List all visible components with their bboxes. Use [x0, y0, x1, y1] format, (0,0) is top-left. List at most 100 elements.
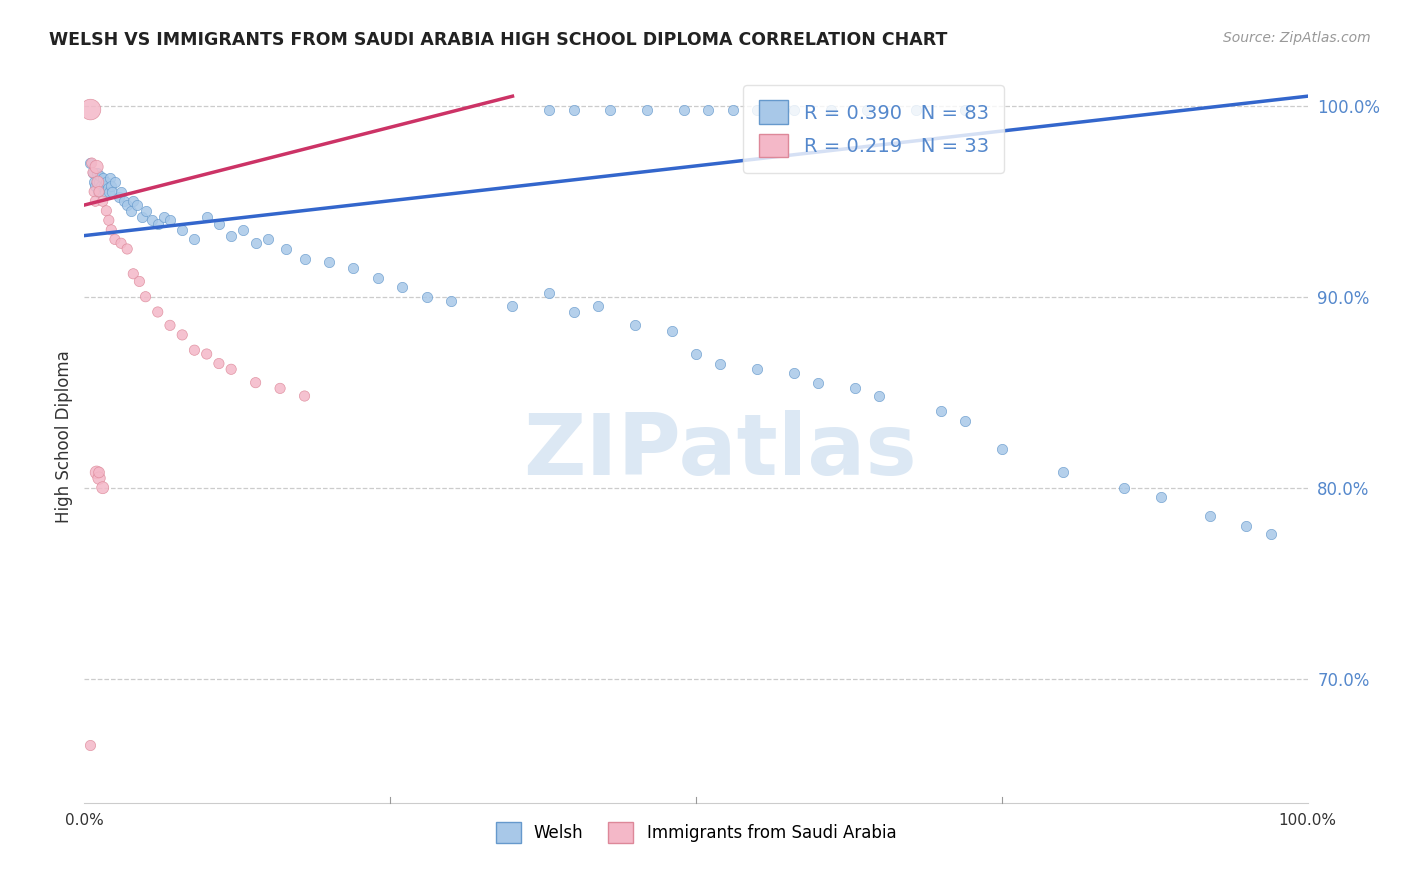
Point	[991, 442, 1014, 457]
Point	[183, 343, 205, 358]
Point	[820, 103, 842, 117]
Point	[122, 194, 145, 209]
Point	[929, 404, 952, 418]
Point	[672, 103, 695, 117]
Point	[110, 236, 132, 251]
Point	[101, 185, 124, 199]
Point	[1260, 526, 1282, 541]
Point	[131, 210, 153, 224]
Point	[391, 280, 413, 294]
Legend: Welsh, Immigrants from Saudi Arabia: Welsh, Immigrants from Saudi Arabia	[489, 815, 903, 849]
Point	[87, 185, 110, 199]
Point	[502, 299, 524, 313]
Point	[83, 175, 105, 189]
Point	[232, 223, 254, 237]
Point	[538, 285, 561, 300]
Point	[110, 185, 132, 199]
Point	[91, 194, 114, 209]
Point	[562, 103, 585, 117]
Point	[1150, 490, 1173, 504]
Point	[141, 213, 163, 227]
Point	[1236, 519, 1258, 533]
Point	[91, 481, 114, 495]
Point	[538, 103, 561, 117]
Point	[82, 165, 104, 179]
Text: Source: ZipAtlas.com: Source: ZipAtlas.com	[1223, 31, 1371, 45]
Point	[318, 255, 340, 269]
Point	[120, 203, 142, 218]
Point	[83, 185, 105, 199]
Point	[84, 194, 107, 209]
Point	[856, 103, 879, 117]
Point	[100, 178, 122, 193]
Point	[135, 290, 157, 304]
Point	[87, 185, 110, 199]
Point	[89, 169, 111, 184]
Point	[159, 213, 181, 227]
Point	[661, 324, 683, 338]
Point	[97, 185, 120, 199]
Point	[195, 347, 218, 361]
Point	[98, 171, 121, 186]
Point	[953, 414, 976, 428]
Point	[440, 293, 463, 308]
Point	[245, 236, 267, 251]
Point	[709, 357, 731, 371]
Point	[747, 103, 769, 117]
Point	[953, 103, 976, 117]
Point	[87, 175, 110, 189]
Point	[86, 466, 108, 480]
Point	[416, 290, 439, 304]
Point	[747, 362, 769, 376]
Point	[172, 327, 194, 342]
Point	[721, 103, 744, 117]
Point	[844, 381, 866, 395]
Point	[79, 103, 101, 117]
Point	[86, 165, 108, 179]
Point	[905, 103, 928, 117]
Point	[183, 232, 205, 246]
Point	[807, 376, 830, 390]
Point	[624, 318, 647, 333]
Point	[146, 305, 169, 319]
Point	[159, 318, 181, 333]
Point	[294, 252, 316, 266]
Point	[1052, 466, 1074, 480]
Point	[104, 175, 127, 189]
Y-axis label: High School Diploma: High School Diploma	[55, 351, 73, 524]
Point	[195, 210, 218, 224]
Text: ZIPatlas: ZIPatlas	[523, 410, 917, 493]
Point	[79, 739, 101, 753]
Point	[367, 270, 389, 285]
Point	[112, 194, 135, 209]
Point	[86, 160, 108, 174]
Point	[172, 223, 194, 237]
Point	[90, 178, 112, 193]
Text: WELSH VS IMMIGRANTS FROM SAUDI ARABIA HIGH SCHOOL DIPLOMA CORRELATION CHART: WELSH VS IMMIGRANTS FROM SAUDI ARABIA HI…	[49, 31, 948, 49]
Point	[783, 103, 806, 117]
Point	[91, 171, 114, 186]
Point	[84, 178, 107, 193]
Point	[97, 213, 120, 227]
Point	[80, 156, 103, 170]
Point	[87, 471, 110, 485]
Point	[94, 185, 117, 199]
Point	[87, 466, 110, 480]
Point	[562, 305, 585, 319]
Point	[107, 190, 129, 204]
Point	[87, 175, 110, 189]
Point	[208, 357, 231, 371]
Point	[96, 175, 118, 189]
Point	[697, 103, 720, 117]
Point	[128, 275, 150, 289]
Point	[122, 267, 145, 281]
Point	[245, 376, 267, 390]
Point	[82, 165, 104, 179]
Point	[1198, 509, 1220, 524]
Point	[276, 242, 298, 256]
Point	[342, 261, 364, 276]
Point	[115, 242, 138, 256]
Point	[294, 389, 316, 403]
Point	[86, 175, 108, 189]
Point	[96, 203, 118, 218]
